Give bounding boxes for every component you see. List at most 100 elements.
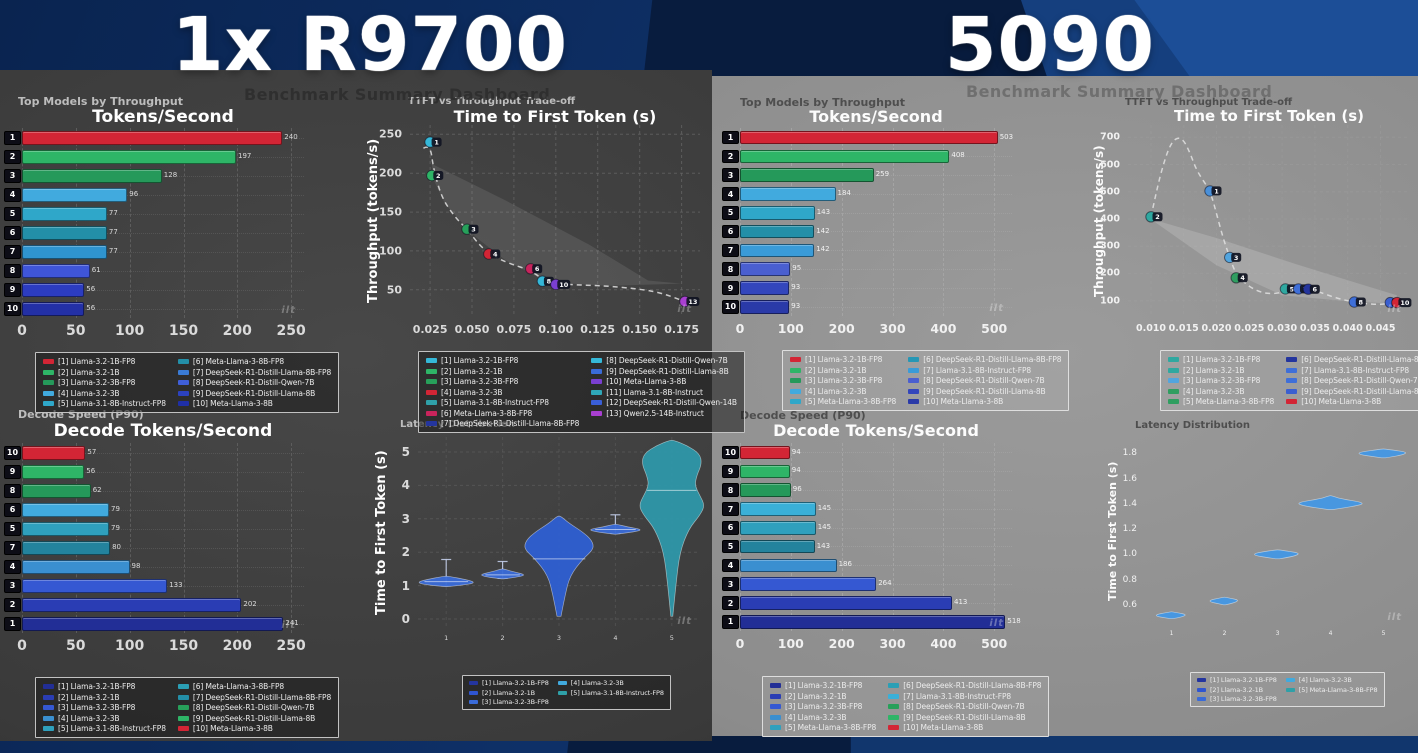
x-tick-label: 0.030 — [1267, 323, 1298, 334]
legend-item: [3] Llama-3.2-3B-FP8 — [469, 698, 549, 706]
legend-swatch — [426, 358, 437, 363]
legend-label: [2] Llama-3.2-1B — [58, 367, 120, 377]
legend-label: [6] DeepSeek-R1-Distill-Llama-8B-FP8 — [903, 681, 1042, 690]
value-label: 128 — [163, 170, 178, 179]
x-tick-label: 2 — [1222, 630, 1227, 637]
point-number: 1 — [1214, 187, 1219, 195]
x-tick-label: 300 — [879, 321, 906, 336]
point-number: 4 — [493, 250, 498, 258]
point-number: 6 — [1313, 286, 1318, 294]
bar — [22, 263, 90, 278]
decode-plot-r9700: 0 50 100 150 200 250 10 57 9 56 8 62 6 79 5 79 7 80 4 98 3 13… — [4, 443, 306, 654]
legend-column: [4] Llama-3.2-3B [5] Meta-Llama-3-8B-FP8 — [1285, 676, 1378, 703]
grid-line — [841, 443, 843, 631]
legend-swatch — [426, 379, 437, 384]
legend-item: [8] DeepSeek-R1-Distill-Qwen-7B — [908, 376, 1061, 385]
x-tick-label: 250 — [276, 638, 306, 654]
value-label: 240 — [284, 132, 298, 141]
bar — [22, 301, 85, 316]
legend-item: [7] DeepSeek-R1-Distill-Llama-8B-FP8 — [177, 693, 331, 702]
legend-swatch — [43, 705, 54, 710]
legend-label: [13] Qwen2.5-14B-Instruct — [606, 408, 704, 418]
legend-label: [3] Llama-3.2-3B-FP8 — [785, 702, 863, 711]
value-label: 93 — [791, 283, 801, 291]
legend-label: [2] Llama-3.2-1B — [785, 691, 847, 701]
bar — [740, 464, 790, 479]
bar — [740, 224, 815, 239]
chart-label: TTFT vs Throughput Trade-off — [408, 96, 576, 107]
legend-swatch — [1286, 388, 1298, 394]
grid-line — [75, 128, 77, 318]
legend-label: [10] Meta-Llama-3-8B — [923, 397, 1004, 406]
legend-item: [1] Llama-3.2-1B-FP8 — [1168, 355, 1274, 364]
legend-swatch — [888, 693, 900, 699]
legend-label: [1] Llama-3.2-1B-FP8 — [482, 679, 549, 687]
legend-swatch — [888, 704, 900, 709]
legend-label: [4] Llama-3.2-3B — [58, 713, 120, 723]
latency-violin-plot-r9700: 0 1 2 3 4 5 1 2 3 4 5 ilt — [402, 437, 704, 642]
legend-swatch — [888, 714, 900, 720]
y-tick-label: 4 — [401, 478, 410, 493]
rank-badge: 4 — [4, 559, 21, 574]
legend-item: [7] Llama-3.1-8B-Instruct-FP8 — [908, 366, 1061, 375]
legend-swatch — [908, 378, 920, 383]
legend-label: [4] Llama-3.2-3B — [1298, 676, 1352, 684]
legend-item: [9] DeepSeek-R1-Distill-Llama-8B — [177, 714, 331, 723]
x-tick-label: 0 — [17, 323, 27, 339]
rank-badge: 10 — [722, 300, 739, 314]
value-label: 61 — [91, 265, 101, 274]
legend-item: [4] Llama-3.2-3B — [557, 679, 664, 687]
value-label: 94 — [791, 466, 801, 475]
point-badge — [433, 171, 444, 180]
legend-label: [2] Llama-3.2-1B — [1183, 365, 1245, 375]
legend-label: [9] DeepSeek-R1-Distill-Llama-8B — [923, 386, 1046, 396]
grid-line — [183, 128, 185, 318]
legend-label: [12] DeepSeek-R1-Distill-Qwen-14B — [606, 398, 737, 407]
legend-label: [1] Llama-3.2-1B-FP8 — [1210, 676, 1277, 684]
legend-item: [3] Llama-3.2-3B-FP8 — [43, 378, 166, 387]
legend-item: [1] Llama-3.2-1B-FP8 — [43, 682, 166, 691]
grid-line — [129, 443, 131, 633]
rank-badge: 6 — [4, 225, 21, 240]
legend-item: [3] Llama-3.2-3B-FP8 — [426, 377, 579, 386]
x-tick-label: 0.075 — [496, 323, 532, 336]
legend-label: [3] Llama-3.2-3B-FP8 — [482, 698, 549, 706]
bar — [740, 262, 791, 277]
legend-swatch — [469, 700, 478, 704]
legend-label: [3] Llama-3.2-3B-FP8 — [441, 377, 519, 386]
ttft-scatter-plot-5090: 213457689100.0100.0150.0200.0250.0300.03… — [1100, 125, 1412, 334]
legend-item: [8] DeepSeek-R1-Distill-Qwen-7B — [1286, 376, 1418, 385]
legend-item: [1] Llama-3.2-1B-FP8 — [426, 356, 579, 365]
grid-line — [22, 251, 304, 253]
value-label: 94 — [791, 447, 801, 456]
grid-line — [892, 128, 894, 316]
legend-label: [1] Llama-3.2-1B-FP8 — [58, 357, 136, 366]
rank-badge: 9 — [722, 281, 739, 295]
decode-chart-r9700: Decode Speed (P90) Decode Tokens/Second … — [0, 402, 330, 657]
legend-swatch — [1197, 697, 1206, 701]
grid-line — [75, 443, 77, 633]
value-label: 93 — [791, 301, 801, 310]
grid-line — [22, 213, 304, 215]
point-badge — [1152, 212, 1163, 222]
legend-item: [9] DeepSeek-R1-Distill-Llama-8B — [1286, 387, 1418, 396]
legend-item: [6] Meta-Llama-3-8B-FP8 — [177, 682, 331, 691]
x-tick-label: 200 — [828, 321, 855, 336]
point-number: 3 — [471, 226, 476, 234]
grid-line — [740, 128, 741, 316]
value-label: 142 — [816, 245, 830, 254]
legend-swatch — [591, 389, 603, 395]
legend-item: [6] DeepSeek-R1-Distill-Llama-8B-FP8 — [1286, 355, 1418, 364]
x-tick-label: 0 — [17, 638, 27, 654]
throughput-plot-r9700: 0 50 100 150 200 250 1 240 2 197 3 128 4 96 5 77 6 77 7 77 8… — [4, 128, 306, 339]
y-tick-label: 100 — [1100, 295, 1120, 307]
grid-line — [740, 231, 1012, 233]
violin-svg — [1155, 448, 1406, 620]
legend-label: [3] Llama-3.2-3B-FP8 — [1183, 376, 1261, 385]
legend-swatch — [1286, 357, 1298, 362]
legend-item: [4] Llama-3.2-3B — [770, 713, 876, 722]
gpu-title-r9700: 1x R9700 — [172, 2, 568, 88]
bar — [740, 300, 790, 314]
legend-item: [7] Llama-3.1-8B-Instruct-FP8 — [888, 692, 1041, 701]
legend-label: [6] Meta-Llama-3-8B-FP8 — [441, 408, 533, 418]
